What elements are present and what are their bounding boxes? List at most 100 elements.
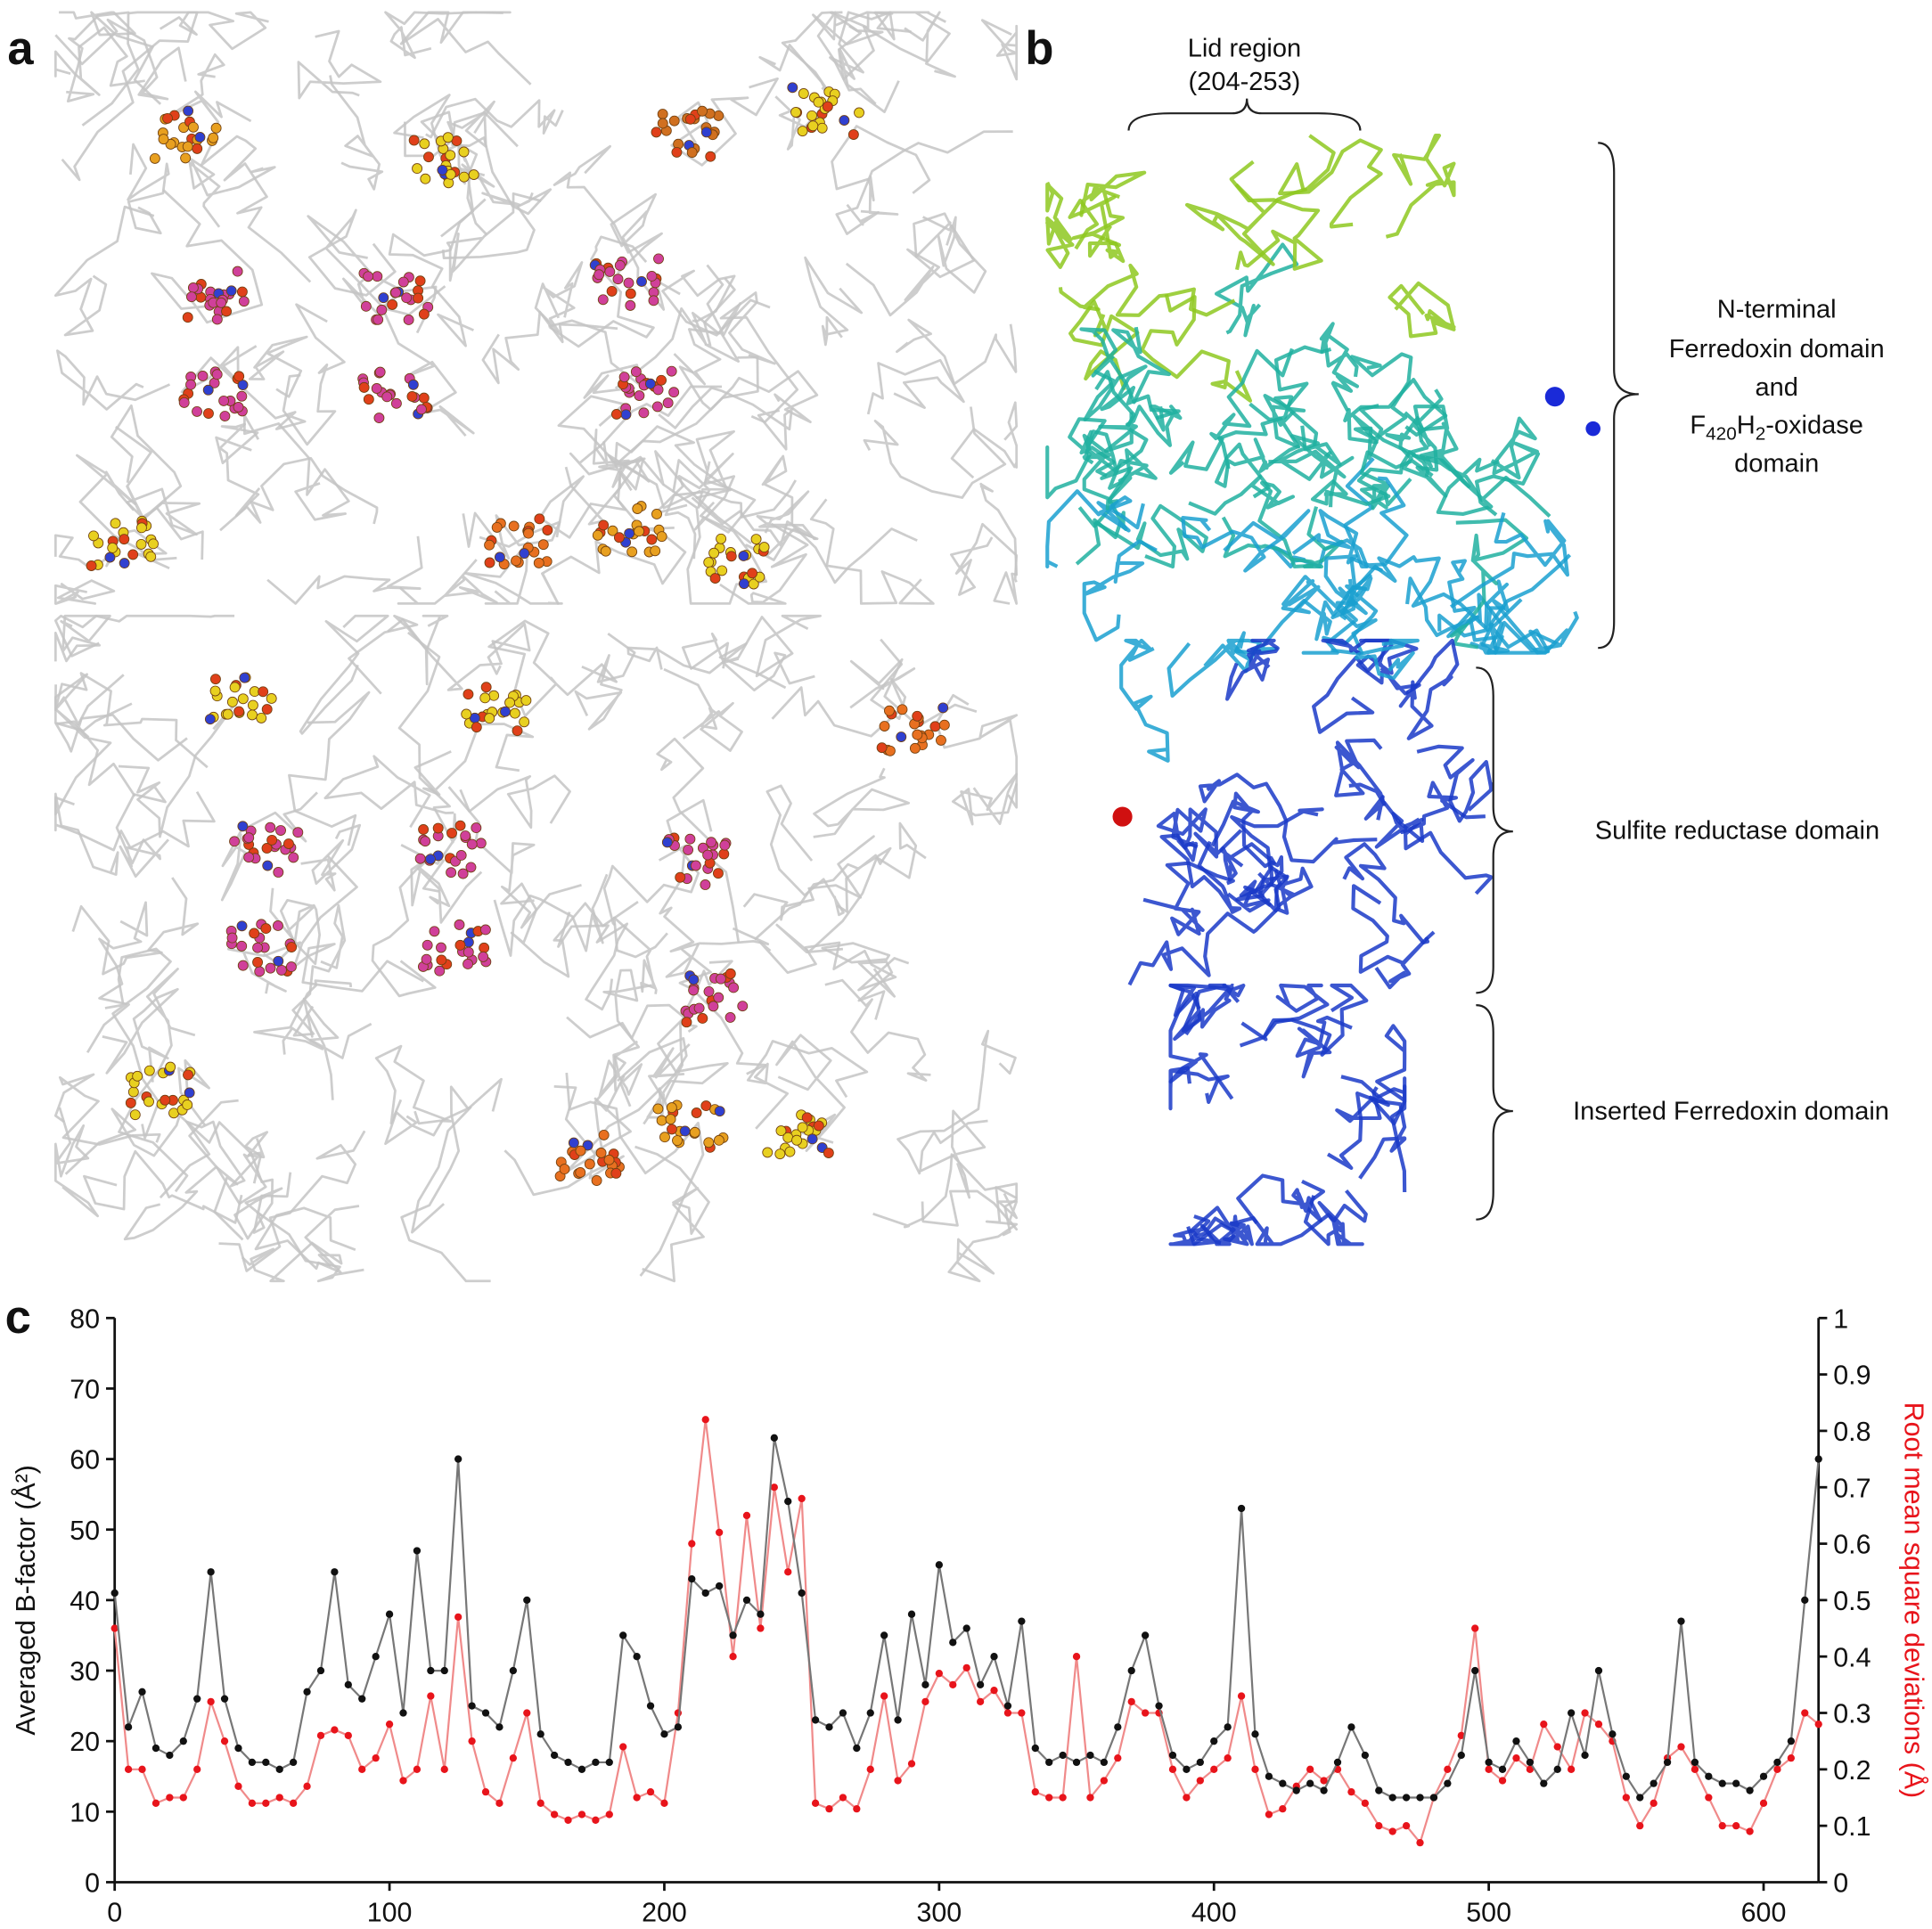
data-point: [385, 1610, 394, 1618]
atom: [378, 292, 389, 304]
data-point: [1512, 1754, 1520, 1762]
ribbon: [1326, 1091, 1407, 1180]
y-tick-label: 10: [70, 1797, 100, 1827]
ribbon: [384, 1106, 472, 1234]
atom: [210, 122, 222, 134]
ribbon: [76, 454, 177, 561]
atom: [656, 531, 667, 543]
data-point: [1210, 1765, 1218, 1773]
atom: [484, 557, 495, 568]
atom: [782, 1132, 794, 1143]
annotation: (204-253): [1189, 68, 1301, 96]
atom: [592, 529, 603, 541]
ribbon: [1181, 509, 1311, 573]
ribbon: [553, 1037, 688, 1173]
data-point: [1444, 1765, 1452, 1773]
ribbon: [329, 75, 384, 191]
data-point: [399, 1777, 407, 1785]
atom: [436, 954, 447, 966]
ribbon: [266, 535, 423, 605]
atom: [413, 292, 424, 304]
x-tick-label: 0: [107, 1898, 122, 1928]
atom: [876, 742, 888, 754]
atom: [712, 868, 724, 879]
atom: [533, 557, 544, 568]
atom: [708, 547, 720, 559]
atom: [479, 942, 490, 953]
data-point: [1705, 1772, 1713, 1780]
atom: [208, 132, 219, 143]
annotation: domain: [1734, 449, 1819, 478]
atom: [681, 1017, 692, 1028]
bracket: [1127, 98, 1362, 131]
atom: [806, 1133, 818, 1145]
data-point: [220, 1737, 229, 1745]
atom: [709, 573, 721, 584]
ribbon: [1082, 429, 1119, 511]
atom: [292, 827, 304, 838]
x-tick-label: 500: [1466, 1898, 1511, 1928]
data-point: [1567, 1709, 1576, 1717]
atom: [203, 408, 214, 419]
y2-tick-label: 1: [1833, 1304, 1848, 1334]
data-point: [990, 1653, 998, 1661]
atom: [684, 113, 696, 125]
data-point: [262, 1799, 270, 1807]
data-point: [1444, 1779, 1452, 1787]
atom: [494, 552, 505, 563]
ribbon: [1437, 579, 1579, 655]
atom: [422, 939, 433, 951]
ribbon: [114, 425, 201, 536]
data-point: [770, 1484, 778, 1492]
ribbon: [1474, 416, 1541, 517]
data-point: [866, 1709, 874, 1717]
data-point: [1622, 1794, 1630, 1802]
atom: [758, 542, 770, 553]
atom: [454, 919, 465, 930]
atom: [748, 578, 759, 590]
data-point: [1732, 1821, 1740, 1830]
atom: [184, 1087, 195, 1099]
atom: [896, 732, 907, 742]
data-point: [207, 1568, 215, 1576]
atom: [636, 276, 647, 287]
data-point: [138, 1765, 146, 1773]
data-point: [1416, 1838, 1424, 1847]
data-point: [1416, 1794, 1424, 1802]
data-point: [1746, 1827, 1754, 1835]
atom: [706, 837, 717, 848]
data-point: [1746, 1786, 1754, 1794]
atom: [216, 297, 227, 308]
atom: [158, 134, 169, 145]
atom: [625, 299, 636, 311]
data-point: [1018, 1617, 1026, 1625]
atom: [119, 558, 130, 569]
ribbon: [459, 774, 571, 830]
atom: [697, 1013, 708, 1024]
atom: [713, 110, 724, 121]
ribbon: [462, 511, 561, 560]
atom: [854, 107, 864, 119]
atom: [372, 271, 383, 282]
atom: [465, 862, 477, 873]
atom: [575, 1166, 586, 1178]
data-point: [316, 1666, 325, 1675]
ribbon: [188, 158, 276, 228]
data-point: [646, 1788, 655, 1796]
atom: [390, 287, 402, 298]
atom: [784, 1146, 796, 1157]
atom: [700, 127, 712, 138]
atom: [104, 552, 116, 563]
data-point: [1279, 1805, 1287, 1813]
data-point: [344, 1731, 352, 1739]
atom: [511, 555, 522, 567]
atom: [236, 940, 248, 952]
ribbon: [1156, 807, 1243, 859]
ribbon: [102, 987, 179, 1083]
data-point: [1086, 1751, 1094, 1760]
atom: [686, 147, 698, 159]
data-point: [1361, 1799, 1370, 1807]
atom: [219, 411, 231, 421]
atom: [650, 545, 661, 557]
atom: [475, 838, 487, 849]
